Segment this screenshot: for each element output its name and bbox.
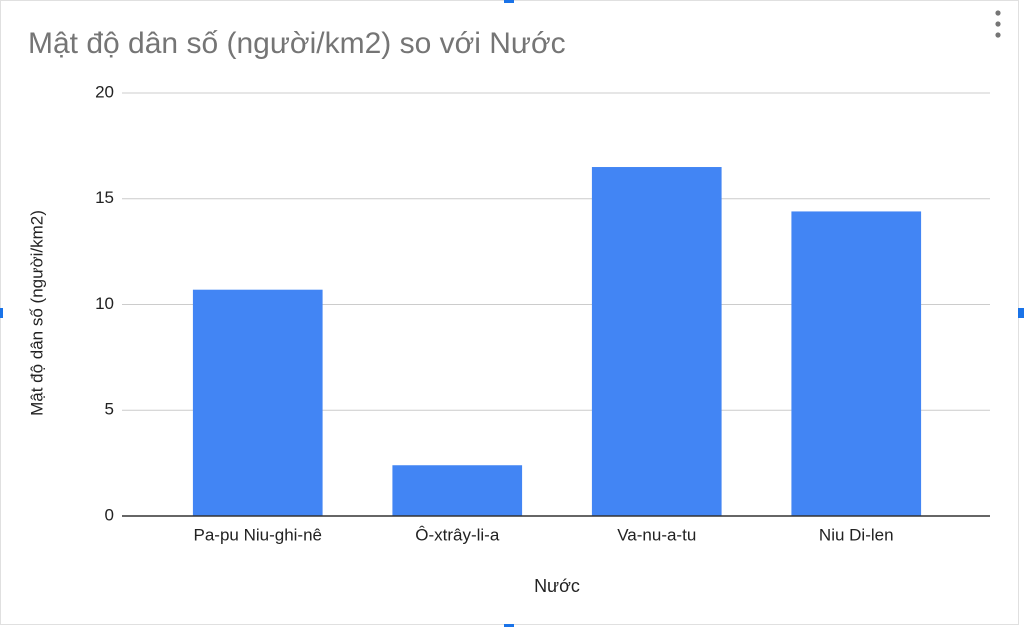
- x-tick-label: Niu Di-len: [819, 525, 894, 544]
- y-tick-label: 15: [95, 188, 114, 207]
- chart-title: Mật độ dân số (người/km2) so với Nước: [28, 27, 566, 60]
- x-axis-label: Nước: [534, 576, 580, 596]
- bar: [392, 465, 523, 516]
- bar: [192, 289, 323, 516]
- menu-button[interactable]: [995, 10, 1001, 38]
- menu-dot: [995, 10, 1001, 16]
- y-tick-label: 10: [95, 294, 114, 313]
- bar: [791, 211, 922, 516]
- handle: [1018, 308, 1024, 318]
- y-axis-label: Mật độ dân số (người/km2): [27, 210, 46, 416]
- y-tick-label: 0: [105, 505, 114, 524]
- menu-dot: [995, 21, 1001, 27]
- x-tick-label: Va-nu-a-tu: [617, 525, 696, 544]
- y-tick-label: 5: [105, 400, 114, 419]
- handle: [504, 0, 514, 3]
- handle: [504, 624, 514, 627]
- x-tick-label: Pa-pu Niu-ghi-nê: [193, 525, 322, 544]
- bar: [591, 167, 722, 516]
- handle: [0, 308, 3, 318]
- menu-dot: [995, 32, 1001, 38]
- x-tick-label: Ô-xtrây-li-a: [415, 525, 500, 544]
- y-tick-label: 20: [95, 82, 114, 101]
